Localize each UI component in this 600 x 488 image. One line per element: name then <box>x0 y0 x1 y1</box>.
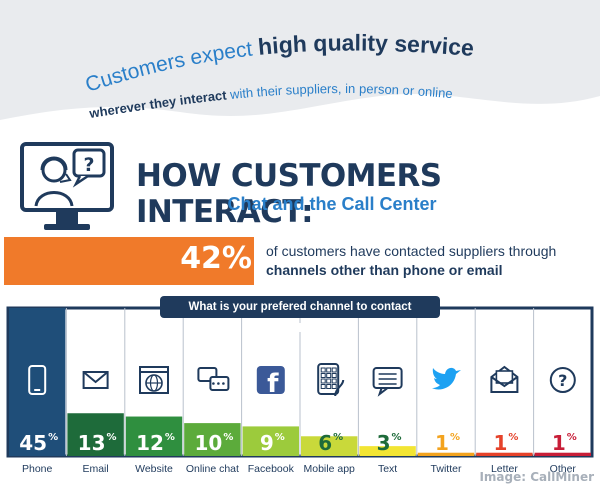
value-label: 1 <box>552 431 566 455</box>
value-label: 1 <box>493 431 507 455</box>
bar-online-chat <box>184 423 241 456</box>
value-unit: % <box>450 432 460 443</box>
stat-text-line2: channels other than phone or email <box>266 262 503 278</box>
headline-line2-bold: wherever they interact <box>87 87 228 121</box>
online-chat-icon <box>197 367 230 391</box>
value-label: 10 <box>194 431 222 455</box>
facebook-icon: f <box>256 366 285 399</box>
main-title: HOW CUSTOMERS INTERACT: <box>136 158 442 230</box>
value-label: 6 <box>318 431 332 455</box>
category-label: Email <box>82 463 108 475</box>
category-label: Online chat <box>186 463 239 475</box>
website-icon <box>139 366 169 394</box>
value-label: 13 <box>78 431 106 455</box>
bar-facebook <box>242 426 299 456</box>
value-label: 12 <box>136 431 164 455</box>
bar-text <box>359 446 416 456</box>
value-label: 45 <box>19 431 47 455</box>
text-icon <box>372 367 403 397</box>
svg-text:?: ? <box>558 371 567 390</box>
value-unit: % <box>223 432 233 443</box>
bar-email <box>67 413 124 456</box>
value-unit: % <box>567 432 577 443</box>
phone-icon <box>28 365 47 395</box>
bar-website <box>125 416 183 456</box>
category-label: Website <box>135 463 173 475</box>
stat-banner <box>4 237 254 285</box>
headline-line2-rest: with their suppliers, in person or onlin… <box>226 81 454 102</box>
mobile-app-icon <box>317 363 345 397</box>
call-center-agent-icon: ? <box>20 142 114 230</box>
category-label: Other <box>550 463 577 475</box>
stat-text-line1: of customers have contacted suppliers th… <box>266 243 557 259</box>
twitter-icon <box>432 367 461 390</box>
header-background <box>0 0 600 120</box>
svg-text:f: f <box>267 369 279 399</box>
letter-icon <box>490 365 519 393</box>
svg-text:wherever they interact with th: wherever they interact with their suppli… <box>87 81 453 121</box>
category-label: Letter <box>491 463 518 475</box>
category-label: Phone <box>22 463 53 475</box>
bar-phone <box>9 308 66 456</box>
value-unit: % <box>48 432 58 443</box>
bar-mobile-app <box>301 436 358 456</box>
value-unit: % <box>333 432 343 443</box>
category-label: Facebook <box>248 463 295 475</box>
category-label: Twitter <box>431 463 462 475</box>
bar-letter <box>476 452 533 456</box>
sub-title: Chat and the Call Center <box>227 194 437 214</box>
svg-text:?: ? <box>83 154 94 176</box>
value-unit: % <box>392 432 402 443</box>
value-unit: % <box>508 432 518 443</box>
value-unit: % <box>165 432 175 443</box>
category-label: Text <box>378 463 397 475</box>
bar-other <box>534 452 591 456</box>
email-icon <box>82 371 109 389</box>
question-icon: ? <box>549 367 576 393</box>
headline-line1-bold: high quality service <box>257 30 475 61</box>
bar-twitter <box>417 452 475 456</box>
value-unit: % <box>107 432 117 443</box>
stat-percent: 42% <box>180 241 252 276</box>
value-label: 1 <box>435 431 449 455</box>
chart-question: What is your prefered channel to contact… <box>160 296 440 335</box>
headline: Customers expect high quality service wh… <box>83 30 475 122</box>
image-credit: Image: CallMiner <box>479 470 594 484</box>
value-label: 9 <box>260 431 274 455</box>
category-label: Mobile app <box>304 463 356 475</box>
value-label: 3 <box>377 431 391 455</box>
value-unit: % <box>275 432 285 443</box>
